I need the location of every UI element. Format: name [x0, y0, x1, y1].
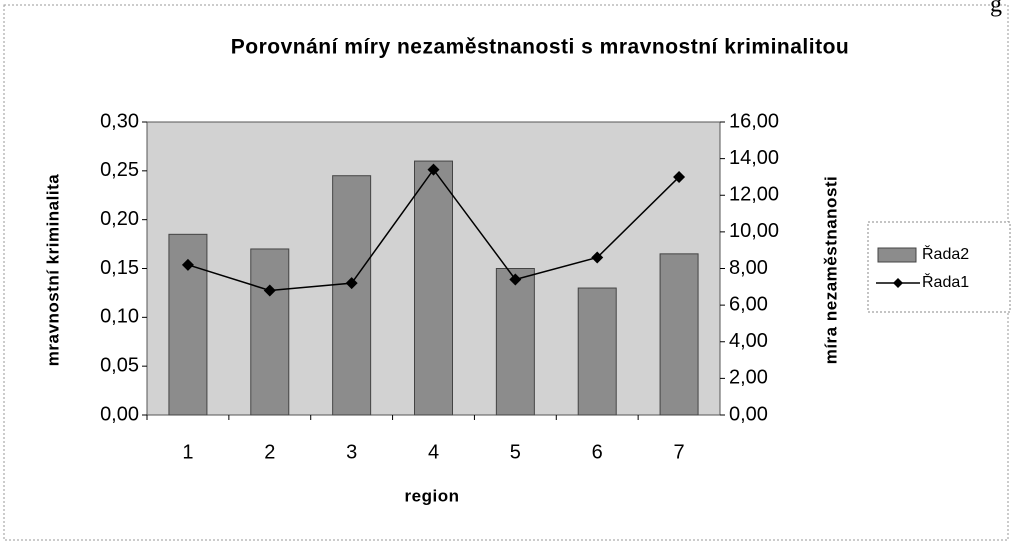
bar	[414, 160, 453, 416]
legend-marker	[893, 278, 903, 288]
y-tick-label: 0,10	[100, 306, 139, 328]
y2-tick-label: 12,00	[729, 184, 779, 206]
bar	[332, 175, 372, 416]
legend-label: Řada1	[922, 272, 969, 291]
y2-tick-label: 14,00	[729, 147, 779, 169]
x-tick-label: 2	[264, 441, 275, 463]
chart-title: Porovnání míry nezaměstnanosti s mravnos…	[231, 36, 849, 59]
y2-tick-label: 6,00	[729, 293, 768, 315]
line-marker	[509, 273, 522, 286]
y2-tick-label: 16,00	[729, 110, 779, 132]
line-marker	[345, 277, 358, 290]
x-tick-label: 7	[674, 441, 685, 463]
y-tick-label: 0,15	[100, 257, 139, 279]
y2-tick-label: 8,00	[729, 257, 768, 279]
legend-swatch	[877, 247, 917, 263]
line-marker	[673, 170, 686, 183]
y2-tick-label: 2,00	[729, 367, 768, 389]
y-tick-label: 0,05	[100, 354, 139, 376]
x-tick-label: 3	[346, 441, 357, 463]
y2-tick-label: 10,00	[729, 220, 779, 242]
x-tick-label: 1	[182, 441, 193, 463]
x-tick-label: 4	[428, 441, 439, 463]
y-axis-label: mravnostní kriminalita	[43, 174, 62, 366]
bar	[250, 248, 290, 416]
y-tick-label: 0,20	[100, 208, 139, 230]
page-fragment: g	[990, 0, 1002, 18]
legend-box	[867, 221, 1011, 313]
bar	[577, 287, 617, 416]
y-tick-label: 0,25	[100, 159, 139, 181]
x-tick-label: 5	[510, 441, 521, 463]
line-marker	[427, 163, 440, 176]
y-tick-label: 0,30	[100, 110, 139, 132]
y2-axis-label: míra nezaměstnanosti	[821, 176, 840, 365]
bar	[495, 268, 535, 416]
legend-label: Řada2	[922, 244, 969, 263]
y2-tick-label: 0,00	[729, 403, 768, 425]
line-marker	[591, 251, 604, 264]
x-axis-label: region	[405, 486, 460, 505]
line-marker	[181, 258, 194, 271]
y-tick-label: 0,00	[100, 403, 139, 425]
y2-tick-label: 4,00	[729, 330, 768, 352]
bar	[659, 253, 699, 416]
line-marker	[263, 284, 276, 297]
x-tick-label: 6	[592, 441, 603, 463]
